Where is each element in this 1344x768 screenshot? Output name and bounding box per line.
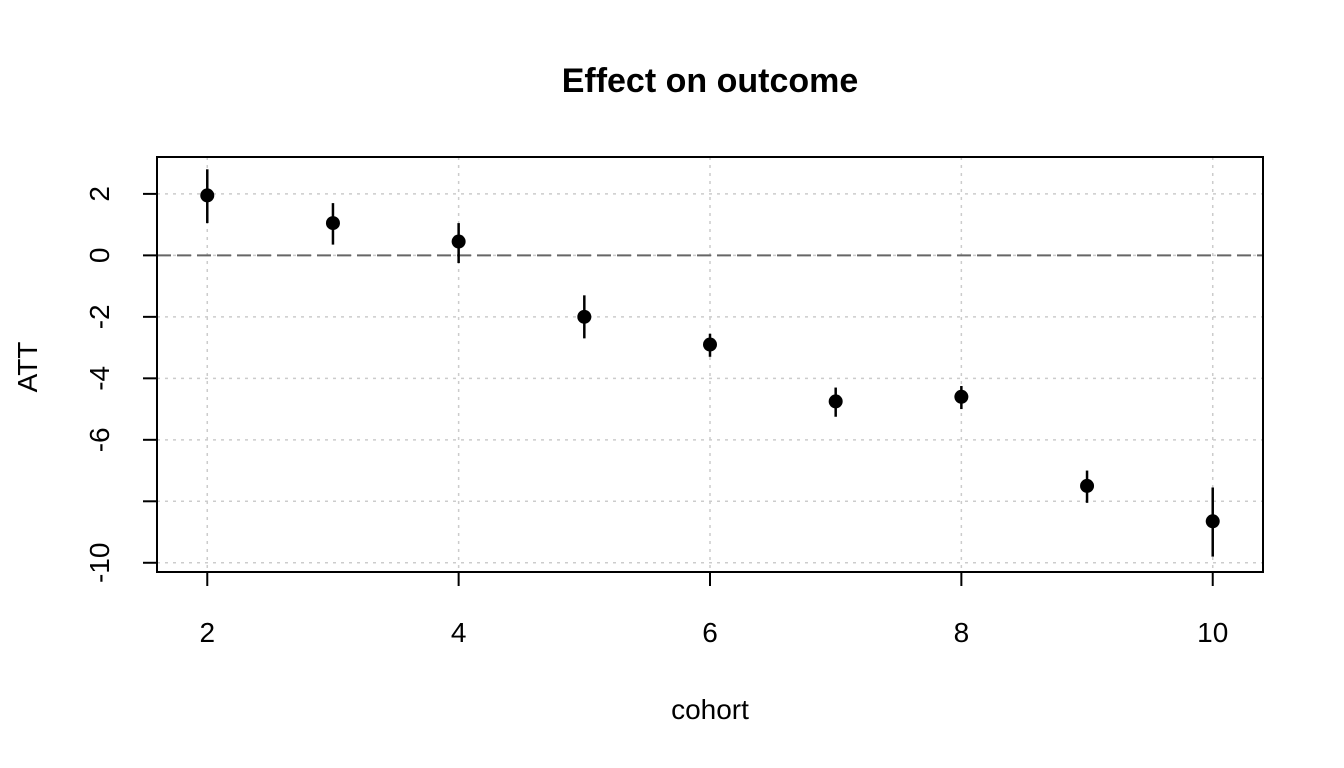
data-point: [451, 234, 466, 249]
x-tick-label: 8: [954, 617, 970, 648]
data-point: [828, 394, 843, 409]
data-point: [954, 389, 969, 404]
y-axis: 2 0 -2 -4 -6 -10: [84, 186, 158, 583]
x-axis: 2 4 6 8 10: [199, 571, 1228, 648]
grid: [157, 157, 1263, 572]
y-tick-label: -10: [84, 543, 115, 583]
y-tick-label: -6: [84, 427, 115, 452]
chart-title: Effect on outcome: [562, 62, 859, 100]
x-tick-label: 10: [1197, 617, 1228, 648]
data-points: [200, 188, 1220, 529]
y-axis-title: ATT: [12, 342, 43, 393]
y-tick-label: 0: [84, 248, 115, 264]
data-point: [325, 216, 340, 231]
y-tick-label: -4: [84, 366, 115, 391]
error-bars: [206, 169, 1214, 557]
data-point: [577, 309, 592, 324]
data-point: [200, 188, 215, 203]
data-point: [1205, 514, 1220, 529]
x-tick-label: 6: [702, 617, 718, 648]
x-tick-label: 2: [199, 617, 215, 648]
data-point: [703, 337, 717, 352]
y-tick-label: -2: [84, 304, 115, 329]
data-point: [1080, 478, 1095, 493]
y-tick-label: 2: [84, 186, 115, 202]
x-axis-title: cohort: [671, 694, 749, 725]
x-tick-label: 4: [451, 617, 467, 648]
